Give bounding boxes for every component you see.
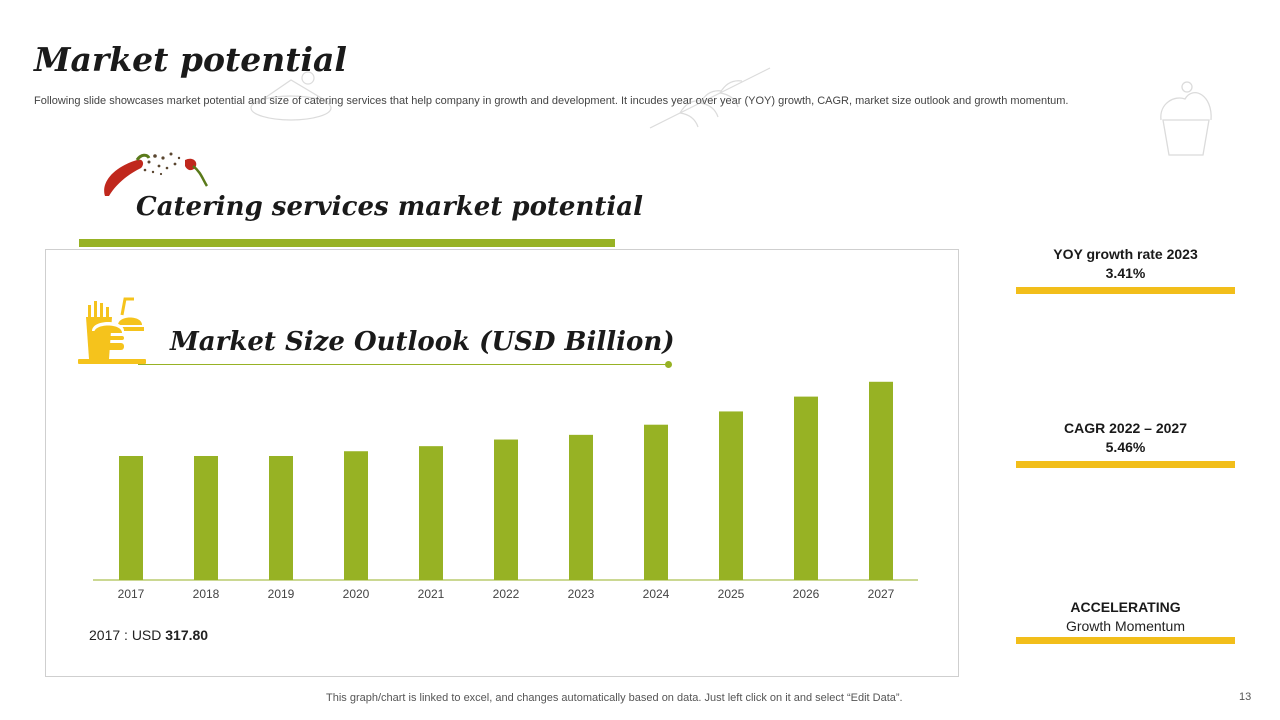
bar-2025 bbox=[719, 411, 743, 580]
cake-icon bbox=[250, 71, 332, 121]
base-year-note-prefix: 2017 : USD bbox=[89, 627, 166, 643]
bar-2017 bbox=[119, 455, 143, 580]
section-underline-bar bbox=[79, 239, 615, 247]
kpi-cagr-bar bbox=[1016, 461, 1235, 468]
bar-2022 bbox=[494, 439, 518, 580]
x-tick-label-2024: 2024 bbox=[643, 587, 670, 601]
kpi-cagr-value: 5.46% bbox=[1105, 439, 1146, 455]
kpi-growth-momentum: ACCELERATING Growth Momentum bbox=[1016, 598, 1235, 644]
kpi-yoy-value: 3.41% bbox=[1105, 265, 1146, 281]
fast-food-icon bbox=[78, 297, 146, 364]
bar-2019 bbox=[269, 455, 293, 580]
x-tick-label-2019: 2019 bbox=[268, 587, 295, 601]
cupcake-icon bbox=[1160, 81, 1212, 156]
kpi-yoy-label: YOY growth rate 2023 bbox=[1053, 246, 1198, 262]
kpi-momentum-label: ACCELERATING bbox=[1070, 599, 1181, 615]
wheat-icon bbox=[649, 67, 771, 129]
kpi-cagr: CAGR 2022 – 2027 5.46% bbox=[1016, 419, 1235, 468]
section-title: Catering services market potential bbox=[136, 192, 643, 222]
chart-title: Market Size Outlook (USD Billion) bbox=[170, 327, 675, 357]
x-tick-label-2020: 2020 bbox=[343, 587, 370, 601]
chart-title-underline bbox=[138, 364, 668, 365]
footer-note: This graph/chart is linked to excel, and… bbox=[326, 692, 903, 704]
chili-pepper-icon bbox=[104, 152, 209, 196]
kpi-yoy-bar bbox=[1016, 287, 1235, 294]
bar-2020 bbox=[344, 451, 368, 580]
bar-2021 bbox=[419, 446, 443, 580]
x-tick-label-2017: 2017 bbox=[118, 587, 145, 601]
x-tick-label-2018: 2018 bbox=[193, 587, 220, 601]
base-year-note-value: 317.80 bbox=[165, 627, 209, 643]
market-size-bar-chart: 2017 2018 2019 2020 2021 2022 2023 2024 2025 2026… bbox=[93, 381, 918, 601]
bar-2018 bbox=[194, 455, 218, 580]
bar-2023 bbox=[569, 434, 593, 580]
kpi-yoy-growth: YOY growth rate 2023 3.41% bbox=[1016, 245, 1235, 294]
x-tick-label-2027: 2027 bbox=[868, 587, 895, 601]
kpi-cagr-label: CAGR 2022 – 2027 bbox=[1064, 420, 1187, 436]
bar-2026 bbox=[794, 396, 818, 580]
bar-2027 bbox=[869, 381, 893, 580]
page-subtitle: Following slide showcases market potenti… bbox=[34, 95, 1069, 107]
x-tick-label-2026: 2026 bbox=[793, 587, 820, 601]
x-tick-label-2022: 2022 bbox=[493, 587, 520, 601]
x-tick-label-2021: 2021 bbox=[418, 587, 445, 601]
chart-title-underline-dot bbox=[665, 361, 672, 368]
x-tick-label-2025: 2025 bbox=[718, 587, 745, 601]
page-number: 13 bbox=[1239, 691, 1252, 703]
bar-2024 bbox=[644, 424, 668, 580]
base-year-note: 2017 : USD 317.80 bbox=[89, 627, 208, 643]
x-tick-label-2023: 2023 bbox=[568, 587, 595, 601]
page-title: Market potential bbox=[34, 40, 347, 79]
kpi-momentum-bar bbox=[1016, 637, 1235, 644]
kpi-momentum-sublabel: Growth Momentum bbox=[1065, 618, 1186, 634]
